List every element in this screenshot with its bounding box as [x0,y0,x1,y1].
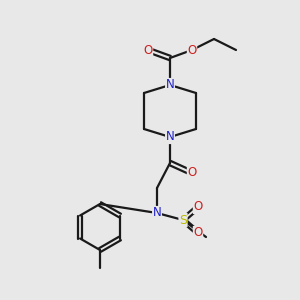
Text: O: O [143,44,153,56]
Text: N: N [166,79,174,92]
Text: O: O [188,167,196,179]
Text: S: S [179,214,187,226]
Text: N: N [166,130,174,143]
Text: O: O [194,226,202,239]
Text: N: N [153,206,161,220]
Text: O: O [188,44,196,56]
Text: O: O [194,200,202,214]
